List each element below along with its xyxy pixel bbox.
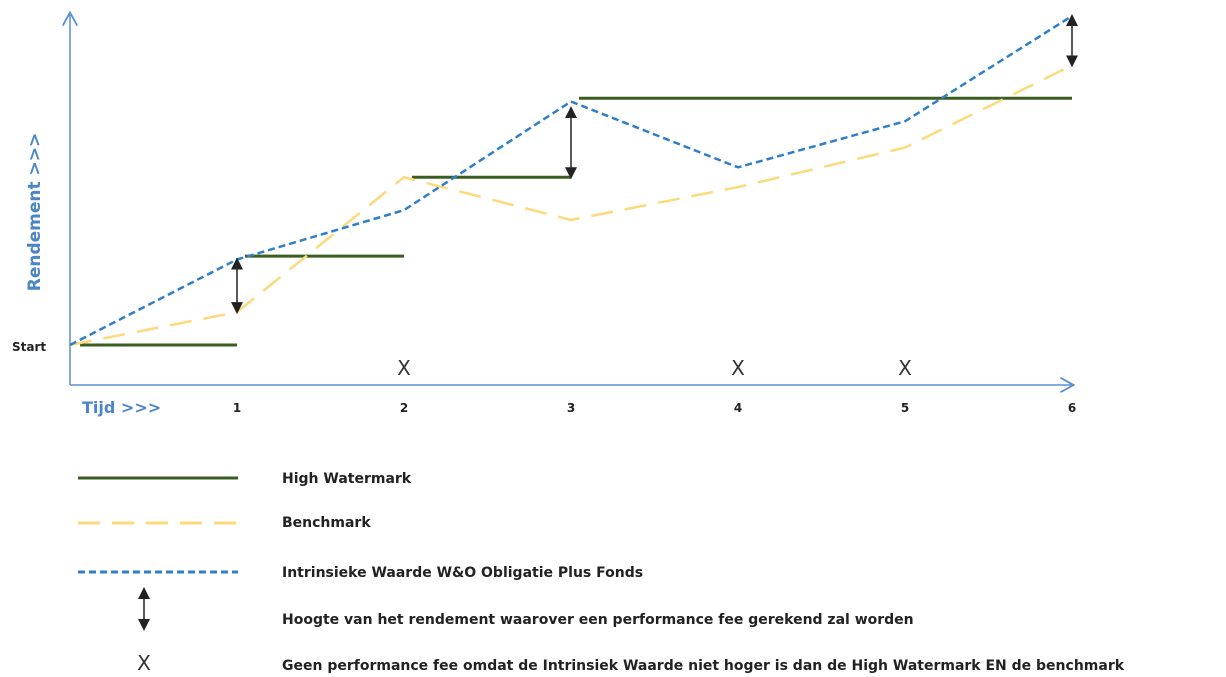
x-tick-label: 6 — [1068, 401, 1076, 415]
x-tick-label: 4 — [734, 401, 742, 415]
x-tick-label: 2 — [400, 401, 408, 415]
no-fee-mark: X — [731, 356, 745, 380]
x-tick-labels: 1 2 3 4 5 6 — [233, 401, 1076, 415]
x-axis-label: Tijd >>> — [82, 398, 161, 417]
start-label: Start — [12, 340, 46, 354]
benchmark-line — [69, 64, 1073, 347]
legend-label-arrow: Hoogte van het rendement waarover een pe… — [282, 612, 914, 628]
x-tick-label: 3 — [567, 401, 575, 415]
intrinsic-value-line — [69, 14, 1073, 347]
y-axis-label: Rendement >>> — [25, 133, 45, 292]
legend-x-icon: X — [137, 651, 151, 675]
x-tick-label: 1 — [233, 401, 241, 415]
x-tick-label: 5 — [901, 401, 909, 415]
legend-label-x: Geen performance fee omdat de Intrinsiek… — [282, 658, 1125, 674]
legend-label-high-watermark: High Watermark — [282, 471, 412, 487]
legend: High Watermark Benchmark Intrinsieke Waa… — [78, 471, 1125, 675]
no-fee-mark: X — [397, 356, 411, 380]
legend-label-benchmark: Benchmark — [282, 515, 371, 531]
legend-label-nav: Intrinsieke Waarde W&O Obligatie Plus Fo… — [282, 565, 643, 581]
no-fee-mark: X — [898, 356, 912, 380]
